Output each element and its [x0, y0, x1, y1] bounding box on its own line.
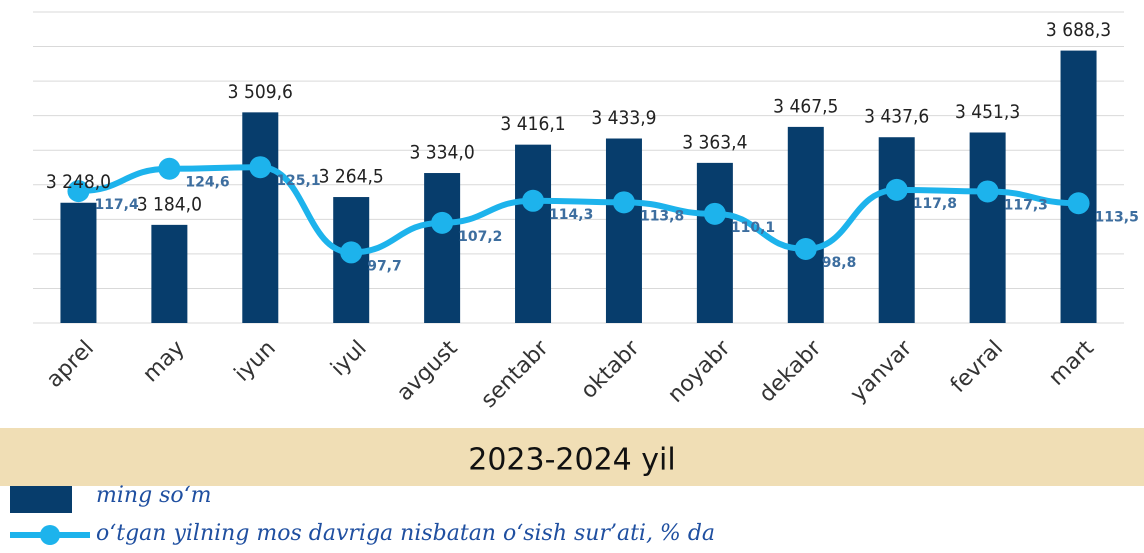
bar [515, 144, 552, 323]
line-label: 110,1 [731, 220, 775, 236]
x-tick-label: dekabr [755, 335, 827, 407]
line-marker [794, 237, 817, 260]
bar-label: 3 264,5 [319, 166, 384, 188]
bar-label: 3 248,0 [46, 171, 111, 193]
line-label: 117,8 [913, 196, 957, 212]
legend-label: ming so‘m [96, 483, 212, 508]
x-tick-label: oktabr [576, 335, 645, 404]
legend-swatch [40, 525, 60, 545]
bar-label: 3 509,6 [228, 81, 293, 103]
line-label: 98,8 [822, 255, 857, 271]
x-tick-label: fevral [946, 336, 1008, 398]
bar [60, 202, 97, 323]
x-tick-label: aprel [42, 336, 99, 393]
line-label: 97,7 [367, 258, 402, 274]
x-tick-label: iyul [326, 336, 371, 381]
line-marker [976, 180, 999, 203]
bar [242, 112, 279, 323]
line-label: 117,3 [1004, 197, 1048, 213]
bar [696, 162, 733, 323]
x-tick-label: may [138, 336, 190, 388]
xlabel-band [0, 428, 1144, 486]
line-label: 125,1 [276, 173, 320, 189]
bar [878, 137, 915, 323]
x-tick-label: avgust [392, 336, 463, 407]
bar [969, 132, 1006, 323]
bar-label: 3 688,3 [1046, 19, 1111, 41]
line-marker [1067, 192, 1090, 215]
bar [1060, 50, 1097, 323]
line-label: 113,8 [640, 208, 684, 224]
legend-swatch [10, 486, 72, 513]
x-tick-label: yanvar [846, 335, 918, 407]
line-marker [158, 157, 181, 180]
bar-label: 3 416,1 [500, 113, 565, 135]
x-tick-label: mart [1044, 336, 1099, 391]
x-tick-label: noyabr [663, 335, 736, 408]
x-axis-label: 2023-2024 yil [468, 443, 675, 478]
x-tick-label: sentabr [476, 335, 554, 413]
line-marker [340, 241, 363, 264]
bar-label: 3 467,5 [773, 95, 838, 117]
bar [605, 138, 642, 323]
bar-label: 3 363,4 [682, 131, 747, 153]
line-marker [612, 191, 635, 214]
bar-label: 3 184,0 [137, 193, 202, 215]
line-label: 113,5 [1095, 209, 1139, 225]
x-tick-label: iyun [230, 336, 281, 387]
bar-label: 3 334,0 [410, 142, 475, 164]
line-marker [703, 202, 726, 225]
line-label: 124,6 [185, 175, 229, 191]
bar [787, 126, 824, 324]
line-label: 107,2 [458, 229, 502, 245]
line-label: 114,3 [549, 207, 593, 223]
line-marker [67, 180, 90, 203]
line-marker [522, 189, 545, 212]
line-label: 117,4 [94, 197, 139, 213]
bar [424, 173, 461, 323]
legend-label: o‘tgan yilning mos davriga nisbatan o‘si… [96, 521, 715, 546]
line-marker [431, 211, 454, 234]
line-marker [885, 178, 908, 201]
bar-label: 3 433,9 [591, 107, 656, 129]
bar-label: 3 451,3 [955, 101, 1020, 123]
bar [151, 224, 188, 323]
line-marker [249, 156, 272, 179]
bar-label: 3 437,6 [864, 106, 929, 128]
